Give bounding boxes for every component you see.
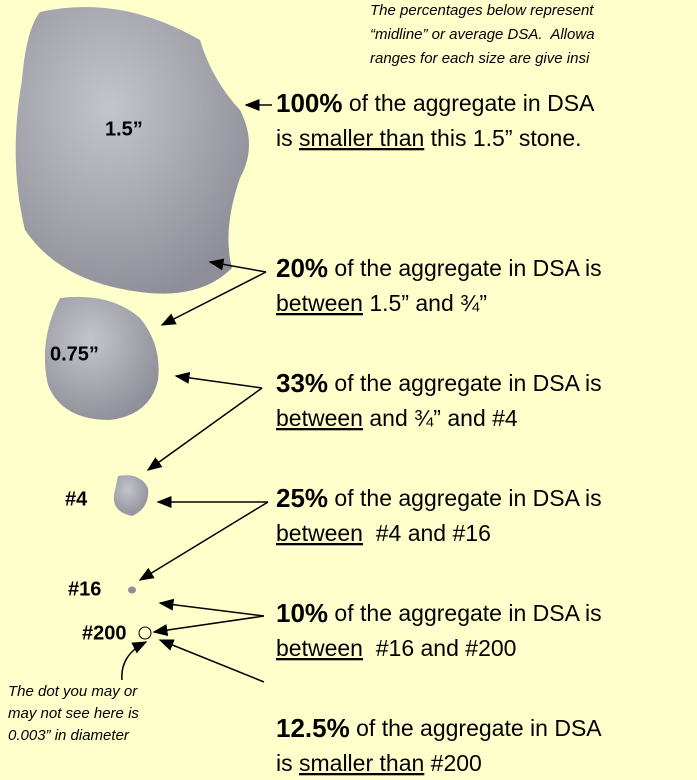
stone-16: [128, 587, 136, 594]
percent: 10%: [276, 598, 328, 628]
statement-line: 33% of the aggregate in DSA is: [276, 368, 602, 398]
stone-label: #16: [68, 578, 101, 600]
statement-line: between #16 and #200: [276, 635, 516, 661]
statement-text: is: [276, 750, 299, 776]
arrow: [160, 640, 264, 682]
statement-line: is smaller than this 1.5” stone.: [276, 125, 582, 151]
statement-text: is: [276, 125, 299, 151]
underlined-text: between: [276, 520, 363, 546]
diagram: 1.5” 0.75” #4 #16 #200 The percentages b…: [0, 0, 697, 780]
statement-text: of the aggregate in DSA is: [328, 255, 602, 281]
footnote-line: 0.003” in diameter: [8, 727, 130, 744]
stone-1-5: [16, 7, 249, 294]
statement-text: of the aggregate in DSA is: [328, 600, 602, 626]
percent: 100%: [276, 88, 343, 118]
underlined-text: smaller than: [299, 750, 424, 776]
statement-text: of the aggregate in DSA is: [328, 370, 602, 396]
arrow: [122, 642, 146, 680]
statement-text: of the aggregate in DSA is: [328, 485, 602, 511]
note-line: ranges for each size are give insi: [370, 50, 590, 67]
statement-line: 25% of the aggregate in DSA is: [276, 483, 602, 513]
arrow: [140, 502, 268, 580]
statement-line: is smaller than #200: [276, 750, 482, 776]
percent: 20%: [276, 253, 328, 283]
stone-label: 0.75”: [50, 343, 99, 365]
arrow: [154, 616, 264, 632]
statement-text: this 1.5” stone.: [424, 125, 581, 151]
statement-line: between 1.5” and ¾”: [276, 290, 487, 316]
arrow: [176, 376, 262, 388]
percent: 25%: [276, 483, 328, 513]
arrow: [148, 388, 262, 470]
footnote-line: may not see here is: [8, 705, 139, 722]
stone-4: [114, 475, 148, 516]
note-line: “midline” or average DSA. Allowa: [370, 26, 595, 43]
statement-line: 100% of the aggregate in DSA: [276, 88, 595, 118]
arrow: [160, 603, 264, 616]
stone-200: [139, 627, 151, 639]
statement-text: #16 and #200: [363, 635, 516, 661]
statement-text: of the aggregate in DSA: [343, 90, 596, 116]
statement-text: of the aggregate in DSA: [350, 715, 603, 741]
underlined-text: between: [276, 405, 363, 431]
statement-text: #4 and #16: [363, 520, 491, 546]
statement-text: and ¾” and #4: [363, 405, 518, 431]
statement-line: 12.5% of the aggregate in DSA: [276, 713, 602, 743]
statement-line: between #4 and #16: [276, 520, 491, 546]
stone-label: #200: [82, 622, 127, 644]
statement-text: #200: [424, 750, 482, 776]
underlined-text: smaller than: [299, 125, 424, 151]
percent: 33%: [276, 368, 328, 398]
statement-line: 20% of the aggregate in DSA is: [276, 253, 602, 283]
underlined-text: between: [276, 290, 363, 316]
statement-line: between and ¾” and #4: [276, 405, 518, 431]
note-line: The percentages below represent: [370, 2, 594, 19]
percent: 12.5%: [276, 713, 350, 743]
footnote-line: The dot you may or: [8, 683, 138, 700]
stone-label: 1.5”: [105, 118, 143, 140]
stones: [16, 7, 249, 639]
statement-line: 10% of the aggregate in DSA is: [276, 598, 602, 628]
statement-text: 1.5” and ¾”: [363, 290, 487, 316]
underlined-text: between: [276, 635, 363, 661]
stone-label: #4: [65, 488, 88, 510]
